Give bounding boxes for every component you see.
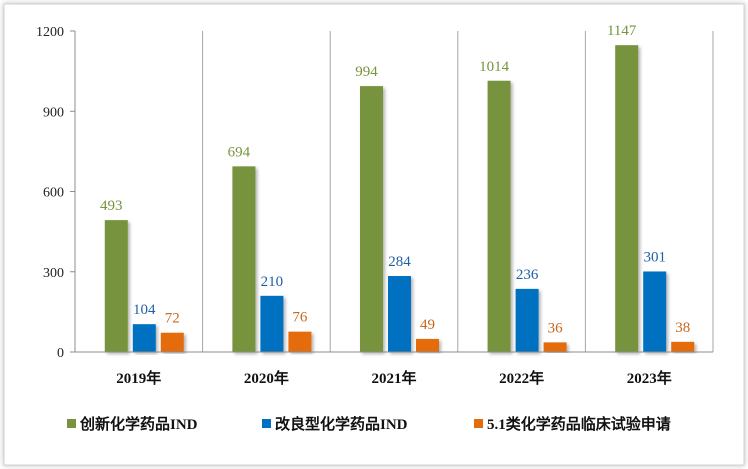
bar-1-2023年: [615, 45, 639, 353]
data-label: 72: [165, 311, 180, 327]
data-label: 994: [355, 64, 378, 80]
legend-swatch: [262, 419, 271, 428]
data-label: 1147: [607, 23, 637, 39]
bar-2-2023年: [643, 271, 667, 352]
data-label: 236: [516, 267, 539, 283]
y-tick-label: 300: [43, 266, 64, 281]
bar-1-2020年: [232, 166, 256, 352]
x-category-label: 2022年: [499, 369, 544, 387]
data-label: 36: [548, 320, 564, 336]
legend-swatch: [474, 419, 483, 428]
legend-swatch: [67, 419, 76, 428]
data-label: 301: [643, 249, 666, 265]
bar-3-2021年: [416, 338, 439, 352]
legend-label: 改良型化学药品IND: [275, 415, 408, 433]
data-label: 104: [133, 302, 156, 318]
bar-1-2022年: [487, 80, 511, 352]
bar-2-2020年: [260, 295, 284, 352]
data-label: 49: [420, 317, 435, 333]
y-tick-label: 900: [43, 105, 64, 120]
data-label: 1014: [479, 59, 510, 75]
x-category-label: 2021年: [371, 369, 416, 387]
legend-label: 创新化学药品IND: [79, 415, 198, 433]
y-tick-label: 0: [57, 346, 64, 361]
bar-2-2021年: [388, 276, 411, 352]
y-tick-label: 600: [43, 186, 64, 201]
bar-1-2019年: [104, 220, 128, 352]
bar-3-2022年: [543, 342, 567, 352]
bar-1-2021年: [360, 86, 383, 352]
legend-label: 5.1类化学药品临床试验申请: [487, 415, 671, 433]
data-label: 493: [100, 198, 123, 214]
legend: 创新化学药品IND 改良型化学药品IND 5.1类化学药品临床试验申请: [67, 415, 671, 433]
data-label: 76: [292, 310, 308, 326]
data-label: 38: [675, 320, 690, 336]
data-label: 694: [228, 144, 251, 160]
x-category-label: 2020年: [244, 369, 289, 387]
bar-3-2023年: [671, 341, 695, 352]
y-tick-label: 1200: [36, 25, 64, 40]
data-label: 210: [261, 274, 284, 290]
bar-3-2020年: [288, 331, 312, 352]
x-category-label: 2023年: [627, 369, 672, 387]
bar-3-2019年: [160, 332, 184, 352]
bar-2-2022年: [515, 288, 539, 352]
data-label: 284: [388, 254, 411, 270]
plot-area: 0 300 600 900 1200 493 694 994 1014 1147 104 210 284…: [36, 23, 714, 387]
bar-2-2019年: [132, 324, 156, 352]
x-category-label: 2019年: [116, 369, 161, 387]
